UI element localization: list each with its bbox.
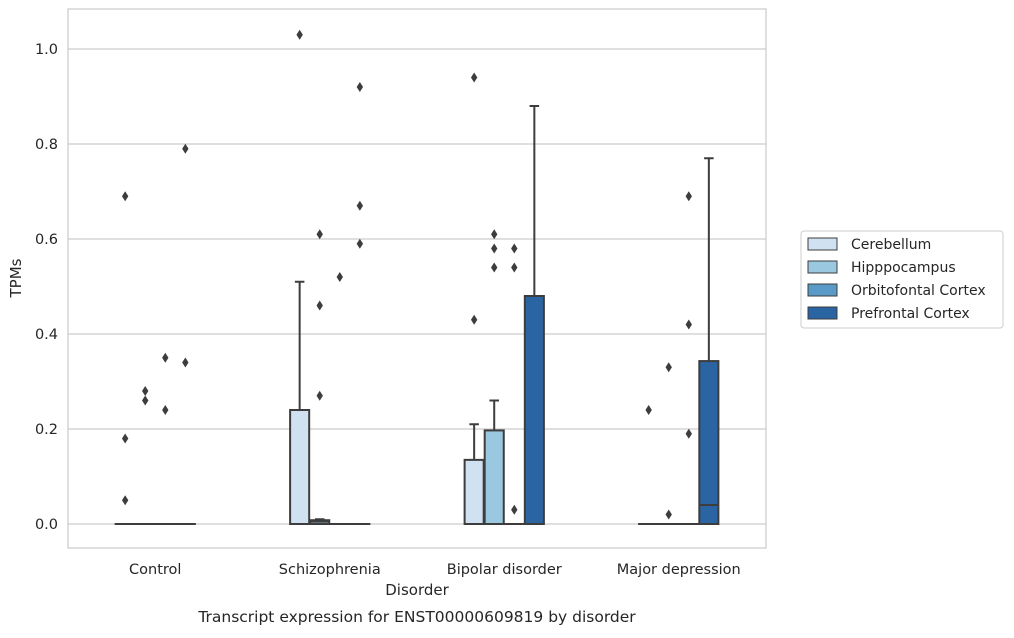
legend-swatch [808,307,837,319]
legend: Cerebellum Hipppocampus Orbitofontal Corte… [801,231,1003,328]
y-tick-label: 0.6 [35,232,58,248]
box-body [525,296,544,524]
box-body [465,460,484,524]
y-tick-label: 0.8 [35,137,58,153]
y-tick-label: 0.2 [35,422,58,438]
y-tick-label: 0.4 [35,327,58,343]
x-tick-label: Control [129,562,181,578]
legend-label: Prefrontal Cortex [851,306,970,322]
x-tick-label: Major depression [617,562,741,578]
plot-area [68,9,766,548]
legend-label: Orbitofontal Cortex [851,283,986,299]
x-axis-label: Disorder [385,581,449,599]
y-tick-label: 1.0 [35,42,58,58]
y-axis-label: TPMs [7,258,25,298]
chart-caption: Transcript expression for ENST0000060981… [197,608,636,626]
y-tick-label: 0.0 [35,517,58,533]
legend-label: Hipppocampus [851,260,956,276]
box-body [290,410,309,524]
x-tick-label: Bipolar disorder [447,562,562,578]
x-tick-label: Schizophrenia [279,562,381,578]
legend-swatch [808,238,837,250]
legend-label: Cerebellum [851,237,931,253]
legend-swatch [808,284,837,296]
legend-swatch [808,261,837,273]
y-tick-labels: 0.0 0.2 0.4 0.6 0.8 1.0 [35,42,58,533]
box-body [699,361,718,524]
x-tick-labels: Control Schizophrenia Bipolar disorder Majo… [129,562,741,578]
box-body [485,430,504,524]
